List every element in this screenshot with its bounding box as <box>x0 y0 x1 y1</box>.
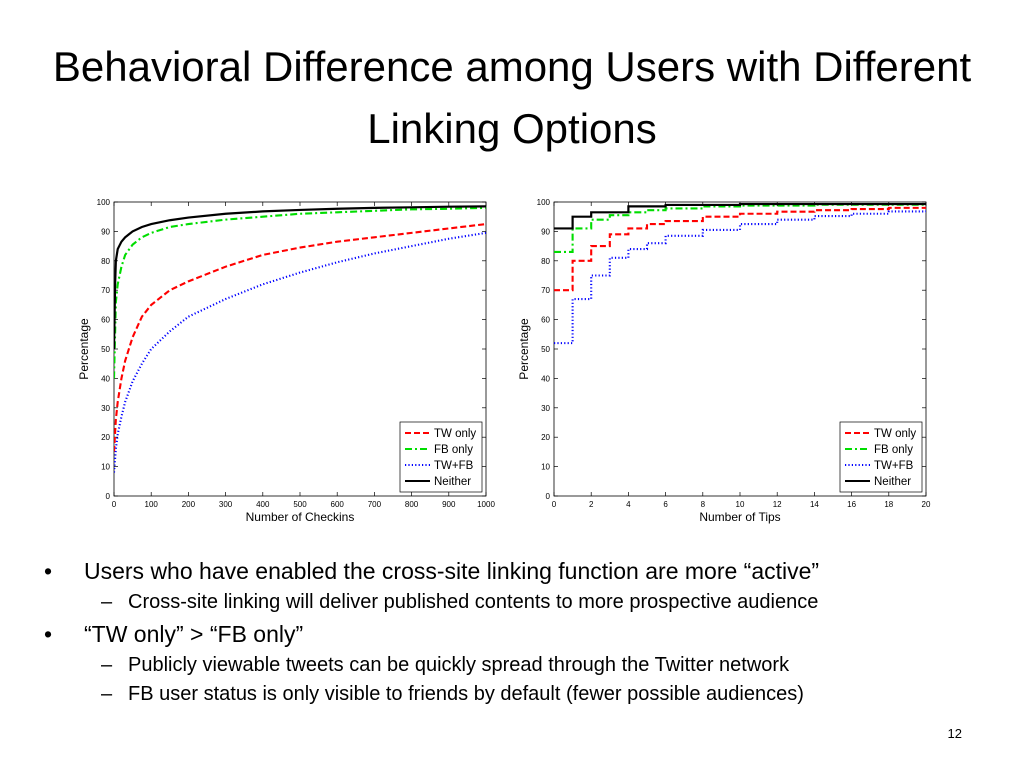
series-line-tw-only <box>114 223 486 452</box>
y-tick-label: 10 <box>541 463 550 472</box>
y-tick-label: 90 <box>541 227 550 236</box>
x-tick-label: 900 <box>442 500 456 509</box>
x-tick-label: 100 <box>145 500 159 509</box>
x-tick-label: 700 <box>368 500 382 509</box>
legend-label: Neither <box>434 476 471 488</box>
legend-label: FB only <box>434 444 473 456</box>
series-line-fb-only <box>554 203 926 254</box>
series-group <box>114 205 486 473</box>
y-tick-label: 40 <box>101 374 110 383</box>
x-tick-label: 4 <box>626 500 631 509</box>
x-tick-label: 12 <box>773 500 782 509</box>
y-tick-label: 0 <box>546 492 551 501</box>
bullet-item: Users who have enabled the cross-site li… <box>44 554 1014 588</box>
x-tick-label: 18 <box>884 500 893 509</box>
series-line-neither <box>554 202 926 230</box>
y-axis-label: Percentage <box>77 318 91 380</box>
legend-label: TW+FB <box>874 460 914 472</box>
x-tick-label: 16 <box>847 500 856 509</box>
x-tick-label: 500 <box>293 500 307 509</box>
series-line-neither <box>114 205 486 350</box>
checkins-cdf-chart: 0 100 200 300 400 500 600 700 800 900 1000 0 10 20 30 4… <box>77 198 495 524</box>
tips-cdf-chart: 0 2 4 6 8 10 12 14 16 18 20 0 10 20 30 40 50 60 70 80 90 100 N… <box>517 198 931 524</box>
y-tick-label: 60 <box>541 316 550 325</box>
series-line-tw-only <box>554 206 926 292</box>
slide-title: Behavioral Difference among Users with D… <box>52 43 972 152</box>
y-tick-label: 70 <box>101 286 110 295</box>
x-tick-label: 8 <box>701 500 706 509</box>
x-tick-label: 0 <box>112 500 117 509</box>
series-group <box>554 202 926 345</box>
y-axis-label: Percentage <box>517 318 531 380</box>
x-tick-label: 10 <box>736 500 745 509</box>
y-tick-label: 20 <box>101 433 110 442</box>
y-tick-label: 10 <box>101 463 110 472</box>
sub-bullet-item: FB user status is only visible to friend… <box>44 680 1014 709</box>
series-line-tw-fb <box>554 209 926 345</box>
y-tick-label: 40 <box>541 374 550 383</box>
y-tick-label: 20 <box>541 433 550 442</box>
x-tick-label: 1000 <box>477 500 495 509</box>
y-tick-label: 80 <box>101 257 110 266</box>
x-tick-label: 20 <box>922 500 931 509</box>
y-tick-label: 30 <box>101 404 110 413</box>
legend-label: Neither <box>874 476 911 488</box>
x-tick-label: 800 <box>405 500 419 509</box>
x-tick-label: 200 <box>182 500 196 509</box>
legend-label: TW only <box>874 428 916 440</box>
y-tick-label: 50 <box>541 345 550 354</box>
x-tick-label: 2 <box>589 500 594 509</box>
x-tick-label: 6 <box>663 500 668 509</box>
x-axis-label: Number of Tips <box>699 510 780 524</box>
x-tick-label: 400 <box>256 500 270 509</box>
series-line-fb-only <box>114 206 486 379</box>
y-tick-label: 90 <box>101 227 110 236</box>
bullet-list: Users who have enabled the cross-site li… <box>44 554 1014 709</box>
y-tick-label: 50 <box>101 345 110 354</box>
legend-label: TW+FB <box>434 460 474 472</box>
x-axis-label: Number of Checkins <box>246 510 355 524</box>
y-tick-label: 100 <box>537 198 551 207</box>
x-tick-label: 300 <box>219 500 233 509</box>
x-tick-label: 600 <box>331 500 345 509</box>
y-tick-label: 80 <box>541 257 550 266</box>
x-tick-label: 0 <box>552 500 557 509</box>
y-tick-label: 0 <box>106 492 111 501</box>
y-tick-label: 30 <box>541 404 550 413</box>
x-tick-label: 14 <box>810 500 819 509</box>
bullet-item: “TW only” > “FB only” <box>44 617 1014 651</box>
page-number: 12 <box>947 726 962 741</box>
legend-label: TW only <box>434 428 476 440</box>
legend-label: FB only <box>874 444 913 456</box>
y-tick-label: 100 <box>97 198 111 207</box>
y-tick-label: 60 <box>101 316 110 325</box>
sub-bullet-item: Cross-site linking will deliver publishe… <box>44 588 1014 617</box>
sub-bullet-item: Publicly viewable tweets can be quickly … <box>44 651 1014 680</box>
y-tick-label: 70 <box>541 286 550 295</box>
